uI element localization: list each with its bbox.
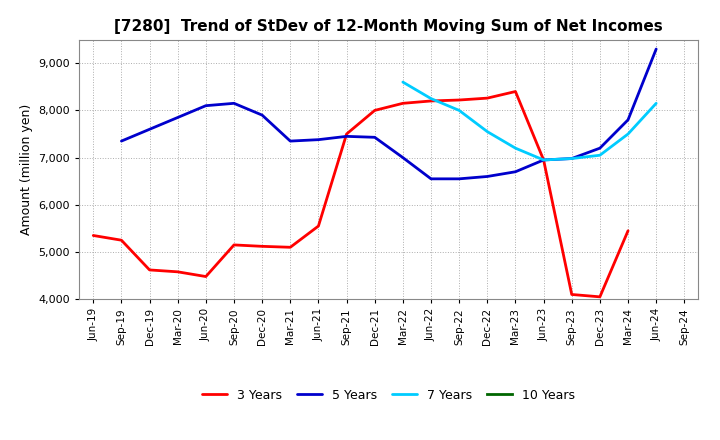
3 Years <box>174 269 182 275</box>
3 Years <box>314 224 323 229</box>
5 Years <box>230 101 238 106</box>
7 Years <box>399 80 408 85</box>
3 Years <box>89 233 98 238</box>
5 Years <box>370 135 379 140</box>
Line: 3 Years: 3 Years <box>94 92 628 297</box>
3 Years <box>230 242 238 248</box>
7 Years <box>455 108 464 113</box>
3 Years <box>483 95 492 101</box>
3 Years <box>455 97 464 103</box>
5 Years <box>342 134 351 139</box>
7 Years <box>539 158 548 163</box>
5 Years <box>427 176 436 181</box>
3 Years <box>539 158 548 163</box>
5 Years <box>595 146 604 151</box>
5 Years <box>314 137 323 142</box>
7 Years <box>624 132 632 137</box>
5 Years <box>117 139 126 144</box>
3 Years <box>624 228 632 233</box>
7 Years <box>567 156 576 161</box>
Line: 7 Years: 7 Years <box>403 82 656 160</box>
3 Years <box>342 132 351 137</box>
3 Years <box>117 238 126 243</box>
5 Years <box>567 156 576 161</box>
5 Years <box>399 155 408 160</box>
3 Years <box>399 101 408 106</box>
7 Years <box>483 129 492 134</box>
Legend: 3 Years, 5 Years, 7 Years, 10 Years: 3 Years, 5 Years, 7 Years, 10 Years <box>202 389 575 402</box>
3 Years <box>595 294 604 300</box>
5 Years <box>286 139 294 144</box>
3 Years <box>511 89 520 94</box>
5 Years <box>511 169 520 174</box>
7 Years <box>511 146 520 151</box>
Line: 5 Years: 5 Years <box>122 49 656 179</box>
3 Years <box>258 244 266 249</box>
5 Years <box>455 176 464 181</box>
5 Years <box>539 158 548 163</box>
3 Years <box>145 267 154 272</box>
7 Years <box>595 153 604 158</box>
3 Years <box>286 245 294 250</box>
3 Years <box>202 274 210 279</box>
3 Years <box>427 98 436 103</box>
3 Years <box>370 108 379 113</box>
Y-axis label: Amount (million yen): Amount (million yen) <box>20 104 33 235</box>
5 Years <box>624 117 632 122</box>
5 Years <box>483 174 492 179</box>
Title: [7280]  Trend of StDev of 12-Month Moving Sum of Net Incomes: [7280] Trend of StDev of 12-Month Moving… <box>114 19 663 34</box>
5 Years <box>652 46 660 51</box>
7 Years <box>427 96 436 101</box>
5 Years <box>258 113 266 118</box>
3 Years <box>567 292 576 297</box>
7 Years <box>652 101 660 106</box>
5 Years <box>202 103 210 108</box>
